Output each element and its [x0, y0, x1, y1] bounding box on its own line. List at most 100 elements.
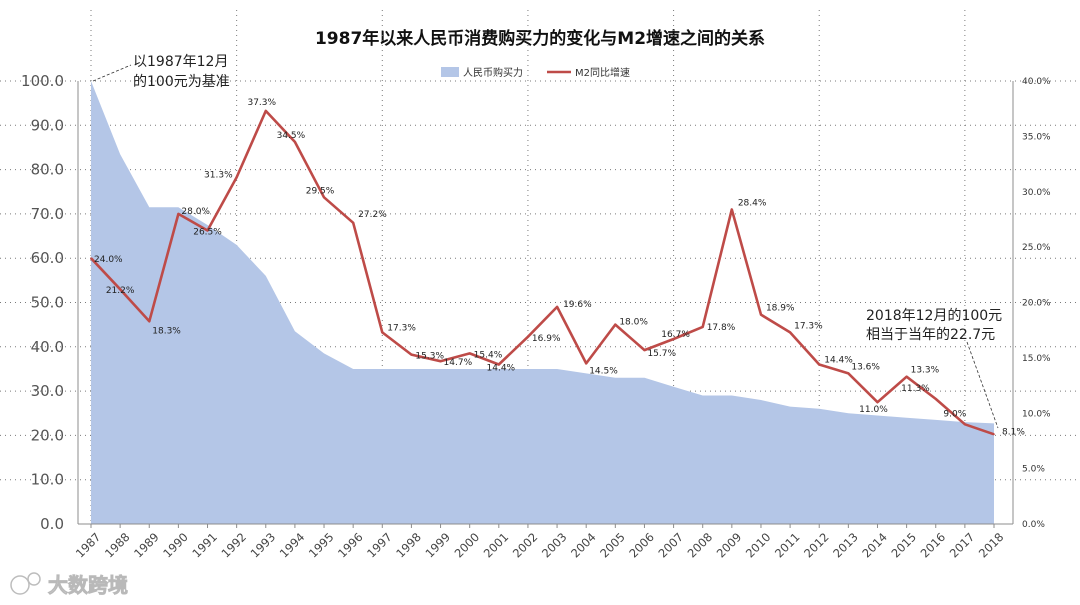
m2-data-label: 28.0%: [181, 207, 210, 217]
x-tick-label: 1994: [277, 530, 308, 561]
y-left-tick-label: 70.0: [31, 205, 64, 223]
annotation-2018-line2: 相当于当年的22.7元: [866, 327, 995, 343]
m2-point: [90, 257, 92, 260]
x-tick-label: 2002: [510, 530, 541, 561]
m2-data-label: 29.5%: [306, 186, 335, 196]
y-left-tick-label: 30.0: [31, 382, 64, 400]
x-tick-label: 2016: [918, 530, 949, 561]
x-tick-label: 1991: [189, 530, 220, 561]
m2-data-label: 18.3%: [152, 326, 181, 336]
m2-data-label: 14.5%: [589, 366, 618, 376]
x-tick-label: 2000: [452, 530, 483, 561]
m2-point: [264, 110, 267, 112]
m2-data-label: 13.6%: [851, 362, 880, 372]
watermark-logo-icon: [10, 575, 30, 595]
x-tick-label: 1995: [306, 530, 337, 561]
chart-title: 1987年以来人民币消费购买力的变化与M2增速之间的关系: [315, 28, 765, 49]
m2-data-label: 37.3%: [247, 98, 276, 108]
m2-data-label: 19.6%: [563, 300, 592, 310]
watermark: 大数跨境: [10, 572, 128, 597]
x-tick-label: 2015: [888, 530, 919, 561]
x-tick-label: 1998: [393, 530, 424, 561]
m2-data-label: 14.4%: [824, 356, 853, 366]
annotation-base-leader: [92, 64, 132, 82]
m2-line-layer: [90, 109, 995, 436]
x-tick-label: 2017: [947, 530, 978, 561]
y-right-tick-label: 5.0%: [1022, 465, 1045, 475]
watermark-logo-icon-small: [27, 572, 41, 586]
m2-point: [381, 331, 384, 334]
y-right-tick-label: 35.0%: [1022, 132, 1051, 142]
m2-data-label: 11.3%: [901, 384, 930, 394]
x-tick-label: 1993: [248, 530, 279, 561]
x-tick-label: 2005: [597, 530, 628, 561]
m2-point: [905, 375, 908, 378]
x-tick-label: 2004: [568, 530, 599, 561]
m2-data-label: 11.0%: [859, 405, 888, 415]
m2-growth-line: [90, 109, 995, 436]
y-left-tick-label: 20.0: [31, 426, 64, 444]
m2-data-label: 34.5%: [277, 131, 306, 141]
y-left-tick-label: 50.0: [31, 294, 64, 312]
m2-data-label: 17.3%: [794, 321, 823, 331]
y-right-tick-label: 15.0%: [1022, 354, 1051, 364]
m2-data-label: 31.3%: [204, 170, 233, 180]
x-tick-label: 1997: [364, 530, 395, 561]
x-tick-label: 1988: [102, 530, 133, 561]
m2-data-label: 9.0%: [943, 409, 966, 419]
y-left-tick-label: 100.0: [21, 72, 64, 90]
x-tick-label: 1992: [219, 530, 250, 561]
m2-point: [439, 360, 442, 362]
y-right-tick-label: 30.0%: [1022, 188, 1051, 198]
x-tick-label: 2007: [655, 530, 686, 561]
m2-point: [585, 362, 587, 365]
m2-point: [206, 229, 209, 232]
m2-point: [701, 326, 704, 328]
x-tick-label: 2009: [714, 530, 745, 561]
m2-point: [235, 176, 238, 179]
m2-data-label: 18.0%: [619, 318, 648, 328]
y-left-tick-label: 0.0: [40, 515, 64, 533]
x-tick-label: 2013: [830, 530, 861, 561]
y-left-tick-label: 60.0: [31, 249, 64, 267]
m2-point: [323, 196, 325, 199]
x-tick-label: 2011: [772, 530, 803, 561]
m2-point: [672, 338, 675, 340]
m2-point: [934, 398, 937, 400]
legend-label-line: M2同比增速: [575, 66, 630, 79]
m2-point: [818, 363, 821, 366]
y-left-tick-label: 80.0: [31, 161, 64, 179]
x-tick-label: 2012: [801, 530, 832, 561]
m2-data-label: 15.7%: [647, 349, 676, 359]
m2-point: [294, 141, 296, 143]
m2-data-label: 26.5%: [193, 228, 222, 238]
y-left-tick-label: 90.0: [31, 116, 64, 134]
y-right-tick-label: 40.0%: [1022, 77, 1051, 87]
m2-data-label: 17.3%: [387, 323, 416, 333]
m2-data-label: 13.3%: [911, 366, 940, 376]
y-right-tick-label: 0.0%: [1022, 520, 1045, 530]
m2-data-label: 17.8%: [707, 323, 736, 333]
m2-point: [527, 336, 529, 338]
m2-point: [964, 423, 966, 426]
annotation-base-line2: 的100元为基准: [133, 73, 230, 90]
y-left-tick-label: 10.0: [31, 471, 64, 489]
m2-point: [760, 313, 762, 316]
purchasing-power-area-layer: [91, 81, 994, 524]
m2-data-label: 21.2%: [106, 286, 135, 296]
watermark-text: 大数跨境: [48, 573, 128, 597]
grid: [0, 10, 1080, 524]
m2-data-label: 28.4%: [738, 198, 767, 208]
m2-point: [556, 306, 558, 308]
annotation-2018-line1: 2018年12月的100元: [866, 308, 1002, 324]
m2-data-label: 24.0%: [94, 255, 123, 265]
x-tick-label: 2006: [626, 530, 657, 561]
m2-point: [352, 221, 354, 224]
m2-data-label: 8.1%: [1002, 427, 1025, 437]
x-tick-label: 1996: [335, 530, 366, 561]
m2-point: [410, 353, 413, 356]
m2-point: [498, 363, 500, 366]
legend-swatch-area: [441, 67, 459, 77]
m2-data-label: 16.9%: [532, 334, 561, 344]
